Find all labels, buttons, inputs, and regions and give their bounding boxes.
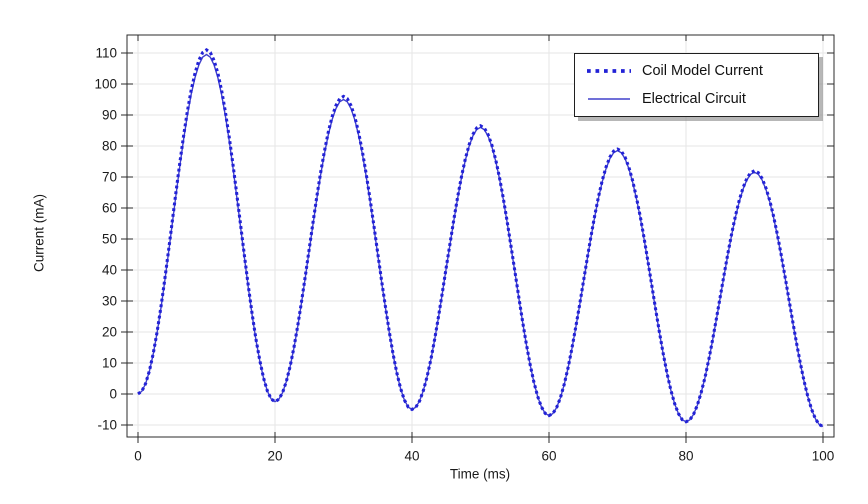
y-axis-title: Current (mA): [31, 193, 47, 273]
dotted-line-icon: [587, 69, 631, 73]
legend-label: Electrical Circuit: [642, 91, 746, 107]
y-tick-label: 110: [95, 46, 117, 61]
x-tick-label: 100: [812, 449, 835, 464]
x-tick-label: 0: [134, 449, 142, 464]
y-tick-label: 70: [102, 170, 117, 185]
coil-model-current-dotted-line: [137, 48, 824, 428]
x-tick-label: 80: [679, 449, 694, 464]
legend-label: Coil Model Current: [642, 63, 763, 79]
legend-box: Coil Model Current Electrical Circuit: [574, 53, 819, 117]
solid-line-icon: [588, 98, 630, 100]
y-tick-label: 60: [102, 201, 117, 216]
y-tick-label: 10: [102, 356, 117, 371]
y-tick-label: 50: [102, 232, 117, 247]
y-tick-label: 40: [102, 263, 117, 278]
legend-item-coil-model-current: Coil Model Current: [584, 58, 808, 85]
x-tick-label: 20: [267, 449, 282, 464]
y-tick-label: 0: [109, 387, 117, 402]
y-tick-label: 80: [102, 139, 117, 154]
y-tick-label: 100: [94, 77, 117, 92]
plot-frame: [126, 34, 835, 438]
x-axis-title: Time (ms): [449, 466, 511, 482]
legend-item-electrical-circuit: Electrical Circuit: [584, 86, 808, 113]
y-tick-label: -10: [97, 418, 117, 433]
y-tick-label: 90: [102, 108, 117, 123]
x-tick-label: 40: [404, 449, 419, 464]
y-tick-label: 30: [102, 294, 117, 309]
y-tick-label: 20: [102, 325, 117, 340]
x-tick-label: 60: [541, 449, 556, 464]
